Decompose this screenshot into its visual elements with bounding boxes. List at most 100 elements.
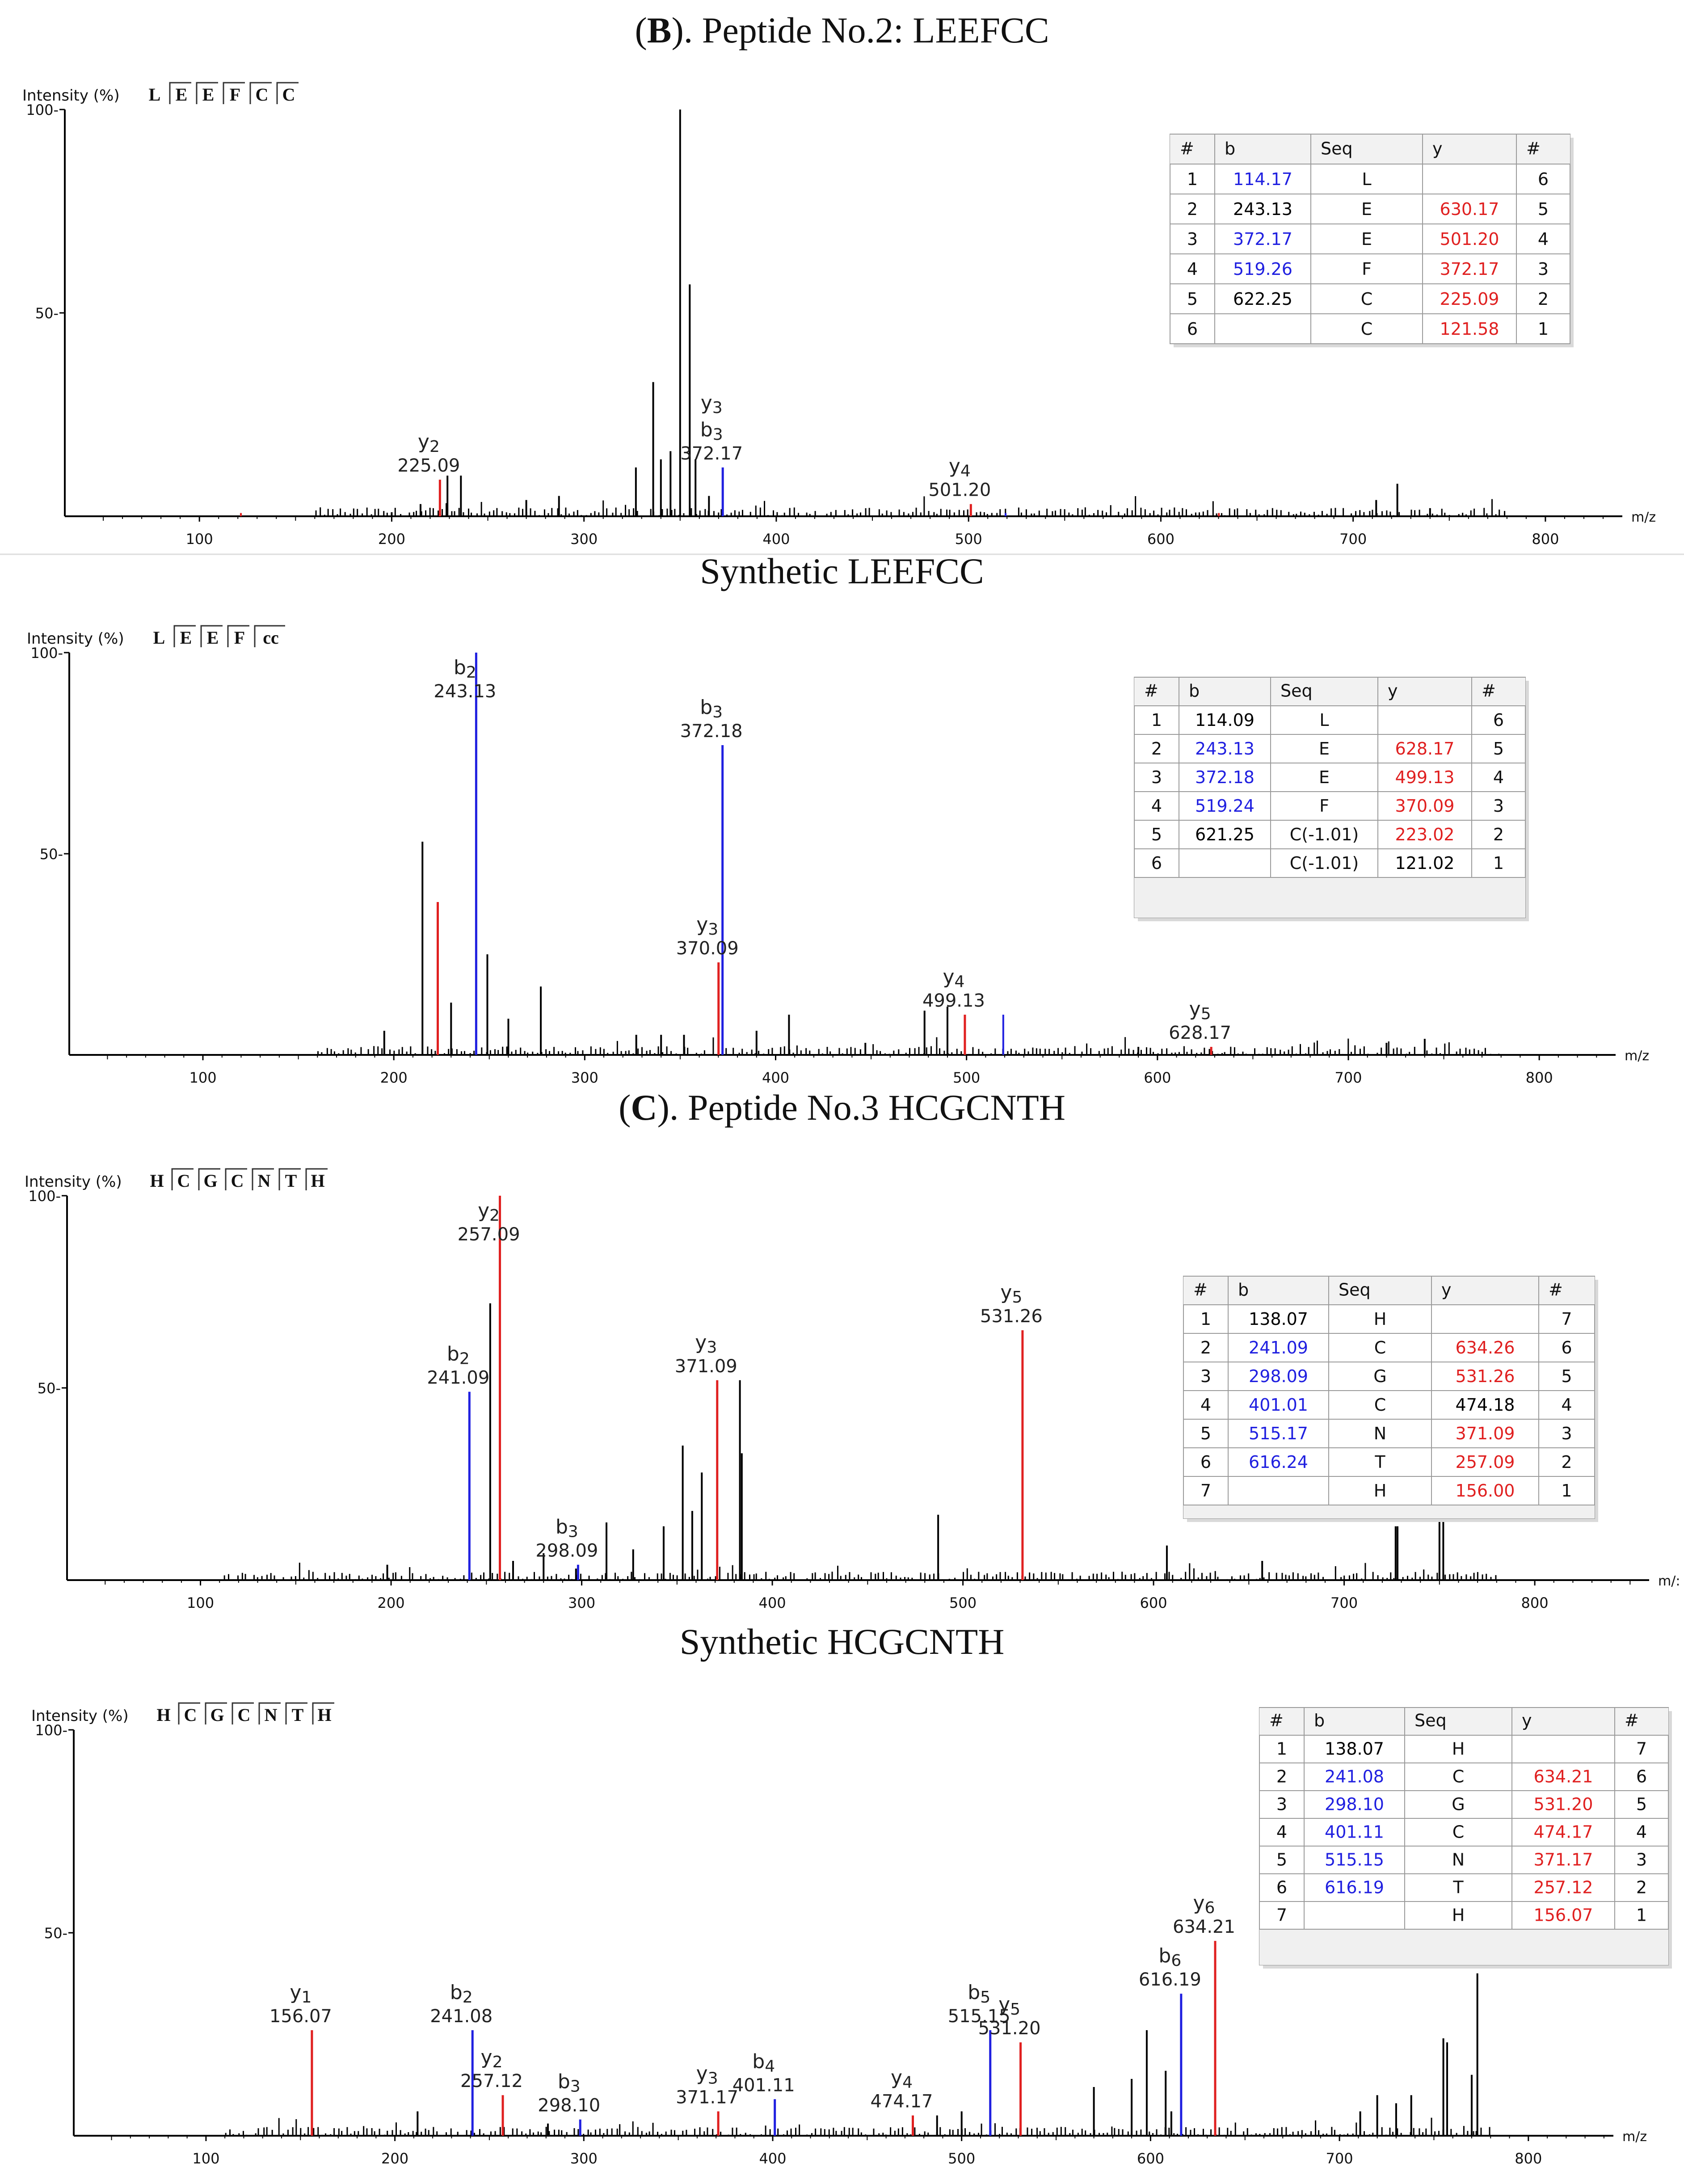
- table-body: [1259, 1707, 1669, 1965]
- x-tick-label: 200: [381, 2150, 408, 2167]
- table-cell: C: [1361, 289, 1373, 309]
- table-cell: 499.13: [1395, 767, 1455, 787]
- peak-ion-label: y1: [290, 1981, 312, 2007]
- peak-ion-label: b2: [454, 656, 476, 682]
- y-tick-label: 100-: [26, 101, 59, 118]
- y-axis-label: Intensity (%): [22, 87, 120, 105]
- y-tick-label: 100-: [28, 1188, 61, 1205]
- peak-ion-label: b5: [968, 1981, 990, 2007]
- peak-mz-label: 241.08: [430, 2006, 493, 2027]
- table-cell: 2: [1200, 1338, 1211, 1358]
- x-tick-label: 700: [1339, 531, 1367, 548]
- x-tick-label: 400: [759, 1594, 786, 1611]
- table-cell: 6: [1493, 710, 1504, 730]
- x-axis-label: m/:: [1658, 1573, 1680, 1589]
- panel-title: Synthetic HCGCNTH: [680, 1621, 1005, 1662]
- y-tick-label: 50-: [40, 846, 63, 863]
- peak-mz-label: 298.10: [538, 2095, 600, 2116]
- x-tick-label: 100: [187, 1594, 214, 1611]
- sequence-residue: cc: [263, 628, 279, 648]
- table-header: y: [1441, 1280, 1452, 1300]
- table-cell: 401.11: [1325, 1822, 1384, 1842]
- sequence-residue: T: [285, 1171, 297, 1191]
- table-cell: 114.17: [1233, 169, 1292, 189]
- table-cell: 2: [1493, 825, 1504, 844]
- fragment-table: # b Seq y #1 114.17 L 6 2 243.13 E 630.17 5 3 372.17 E 5…: [1170, 134, 1574, 347]
- table-cell: H: [1452, 1905, 1465, 1925]
- fragment-bracket: [278, 1168, 301, 1190]
- table-cell: C: [1374, 1338, 1386, 1358]
- y-tick-label: 50-: [44, 1925, 67, 1942]
- peak-ion-label: b3: [556, 1516, 578, 1541]
- peak-ion-label: y5: [998, 1993, 1020, 2019]
- table-cell: E: [1319, 739, 1330, 759]
- table-cell: N: [1374, 1424, 1386, 1443]
- peak-ion-label: y6: [1193, 1892, 1215, 1917]
- x-tick-label: 300: [568, 1594, 595, 1611]
- table-cell: 634.21: [1534, 1767, 1593, 1786]
- table-cell: 474.17: [1534, 1822, 1593, 1842]
- table-cell: 6: [1187, 319, 1198, 339]
- x-tick-label: 100: [189, 1069, 216, 1086]
- sequence-residue: N: [258, 1171, 271, 1191]
- table-cell: E: [1319, 767, 1330, 787]
- table-header-bg: [1259, 1708, 1668, 1735]
- sequence-residue: L: [153, 628, 165, 648]
- peak-mz-label: 370.09: [676, 938, 739, 959]
- fragment-bracket: [225, 1168, 247, 1190]
- sequence-residue: E: [207, 628, 219, 648]
- table-header: y: [1388, 681, 1398, 701]
- peak-mz-label: 401.11: [733, 2075, 795, 2095]
- panel-title: (C). Peptide No.3 HCGCNTH: [619, 1087, 1065, 1128]
- table-cell: 3: [1561, 1424, 1572, 1443]
- fragment-bracket: [254, 625, 285, 647]
- peak-ion-label: b2: [450, 1981, 473, 2007]
- fragment-bracket: [198, 1168, 220, 1190]
- peak-ion-label: y3: [696, 2062, 718, 2088]
- table-cell: 3: [1187, 229, 1198, 249]
- table-cell: 6: [1151, 853, 1162, 873]
- x-tick-label: 700: [1326, 2150, 1353, 2167]
- x-tick-label: 500: [949, 1594, 977, 1611]
- fragment-bracket: [178, 1702, 200, 1724]
- table-cell: 121.02: [1395, 853, 1455, 873]
- table-cell: 241.08: [1325, 1767, 1384, 1786]
- sequence-residue: C: [184, 1705, 197, 1725]
- table-cell: 515.15: [1325, 1850, 1384, 1869]
- table-cell: 2: [1636, 1877, 1647, 1897]
- table-cell: 3: [1538, 259, 1549, 279]
- table-header: b: [1225, 139, 1235, 159]
- x-tick-label: 500: [948, 2150, 975, 2167]
- x-axis-label: m/z: [1622, 2129, 1647, 2145]
- peak-mz-label: 634.21: [1173, 1917, 1235, 1937]
- sequence-residue: L: [149, 84, 161, 105]
- table-cell: 298.09: [1249, 1366, 1308, 1386]
- peak-mz-label: 156.07: [269, 2006, 332, 2027]
- y-axis-label: Intensity (%): [25, 1173, 122, 1191]
- table-cell: 5: [1276, 1850, 1287, 1869]
- fragment-bracket: [227, 625, 249, 647]
- table-body: [1170, 134, 1570, 344]
- table-cell: 501.20: [1440, 229, 1499, 249]
- y-axis-label: Intensity (%): [27, 630, 124, 648]
- peak-mz-label: 371.17: [676, 2087, 738, 2108]
- table-header: b: [1238, 1280, 1249, 1300]
- table-cell: 298.10: [1325, 1794, 1384, 1814]
- table-cell: T: [1374, 1452, 1385, 1472]
- x-tick-label: 600: [1147, 531, 1175, 548]
- peak-mz-label: 515.15: [948, 2006, 1010, 2027]
- table-cell: 6: [1200, 1452, 1211, 1472]
- x-tick-label: 800: [1521, 1594, 1549, 1611]
- fragment-bracket: [305, 1168, 328, 1190]
- x-tick-label: 100: [186, 531, 213, 548]
- table-header: #: [1549, 1280, 1563, 1300]
- x-tick-label: 800: [1526, 1069, 1553, 1086]
- fragment-table: # b Seq y #1 138.07 H 7 2 241.08 C 634.21 6 3 298.10 G 5…: [1259, 1707, 1672, 1969]
- table-cell: 1: [1200, 1309, 1211, 1329]
- table-cell: 1: [1276, 1739, 1287, 1758]
- x-tick-label: 600: [1144, 1069, 1171, 1086]
- peak-mz-label: 501.20: [928, 480, 991, 501]
- table-cell: 241.09: [1249, 1338, 1308, 1358]
- peak-mz-label: 243.13: [434, 681, 496, 702]
- table-cell: 7: [1276, 1905, 1287, 1925]
